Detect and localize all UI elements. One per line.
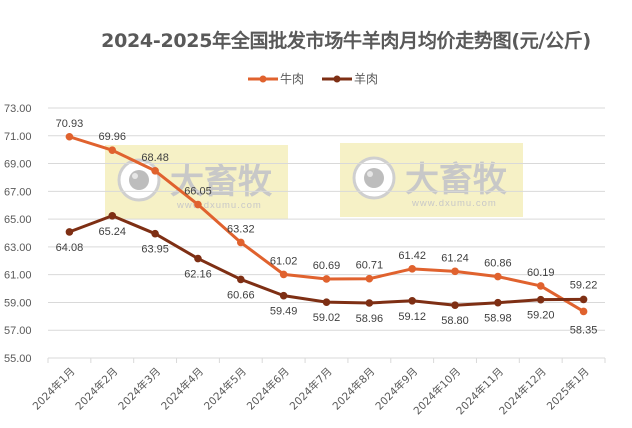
data-point[interactable]: [194, 200, 202, 209]
beef-data-label: 70.93: [56, 118, 84, 130]
mutton-data-label: 58.96: [356, 313, 384, 325]
data-point[interactable]: [536, 282, 545, 290]
chart-title: 2024-2025年全国批发市场牛羊肉月均价走势图(元/公斤): [101, 30, 591, 52]
data-point[interactable]: [194, 254, 202, 263]
y-tick-label: 71.00: [4, 131, 32, 143]
data-point[interactable]: [279, 270, 288, 279]
beef-data-label: 58.35: [570, 324, 598, 336]
x-tick-label: 2024年2月: [73, 365, 121, 413]
data-labels: 70.93 69.96 68.48 66.05 63.32 61.02 60.69 60.71…: [56, 118, 598, 337]
mutton-data-label: 59.12: [398, 311, 426, 323]
legend-label-mutton: 羊肉: [354, 72, 379, 86]
beef-line-marker-icon: [248, 75, 278, 82]
x-tick-label: 2024年5月: [201, 365, 249, 413]
x-tick-label: 2024年4月: [158, 365, 206, 413]
beef-data-label: 69.96: [99, 131, 127, 143]
data-point[interactable]: [408, 265, 416, 273]
series-lines: [65, 132, 588, 316]
data-point[interactable]: [279, 291, 288, 300]
legend-item-beef[interactable]: 牛肉: [248, 70, 304, 87]
y-tick-label: 67.00: [4, 186, 32, 198]
mutton-data-label: 59.22: [570, 279, 598, 291]
mutton-data-label: 60.66: [227, 289, 255, 301]
data-point[interactable]: [408, 296, 416, 305]
y-tick-label: 59.00: [4, 297, 32, 309]
y-tick-label: 55.00: [4, 353, 32, 365]
y-tick-label: 69.00: [4, 159, 32, 171]
y-axis: 55.00 57.00 59.00 61.00 63.00 65.00 67.00 69.00…: [4, 103, 32, 365]
data-point[interactable]: [365, 299, 374, 307]
y-tick-label: 61.00: [4, 270, 32, 282]
x-tick-label: 2024年8月: [330, 365, 378, 413]
mutton-data-label: 58.80: [441, 315, 469, 327]
mutton-line-marker-icon: [322, 75, 353, 82]
data-point[interactable]: [494, 272, 502, 281]
beef-data-label: 60.69: [313, 260, 341, 272]
mutton-data-label: 63.95: [141, 244, 169, 256]
data-point[interactable]: [579, 295, 588, 304]
beef-data-label: 68.48: [141, 152, 169, 164]
x-tick-label: 2025年1月: [544, 365, 592, 413]
data-point[interactable]: [322, 298, 331, 306]
data-point[interactable]: [108, 146, 117, 155]
data-point[interactable]: [451, 301, 459, 310]
svg-text:www.dxumu.com: www.dxumu.com: [176, 200, 262, 211]
data-point[interactable]: [237, 238, 245, 247]
y-tick-label: 57.00: [4, 325, 32, 337]
mutton-data-label: 62.16: [184, 269, 212, 281]
data-point[interactable]: [322, 275, 331, 283]
mutton-data-label: 65.24: [99, 226, 127, 238]
beef-data-label: 63.32: [227, 223, 255, 235]
beef-data-label: 60.19: [527, 267, 555, 279]
legend-item-mutton[interactable]: 羊肉: [322, 70, 378, 87]
data-point[interactable]: [365, 274, 374, 283]
data-point[interactable]: [237, 275, 245, 284]
svg-text:www.dxumu.com: www.dxumu.com: [411, 198, 497, 209]
y-tick-label: 73.00: [4, 103, 32, 115]
mutton-data-label: 59.49: [270, 306, 298, 318]
x-tick-label: 2024年9月: [373, 365, 421, 413]
beef-data-label: 60.71: [356, 260, 384, 272]
x-tick-label: 2024年6月: [244, 365, 292, 413]
legend-label-beef: 牛肉: [280, 72, 305, 86]
x-tick-label: 2024年3月: [116, 365, 164, 413]
data-point[interactable]: [451, 267, 459, 276]
data-point[interactable]: [65, 132, 74, 141]
beef-data-label: 61.24: [441, 252, 469, 264]
x-tick-label: 2024年7月: [287, 365, 335, 413]
mutton-data-label: 58.98: [484, 313, 512, 325]
y-tick-label: 65.00: [4, 214, 32, 226]
x-axis: 2024年1月2024年2月2024年3月2024年4月2024年5月2024年…: [30, 358, 606, 417]
mutton-data-label: 59.20: [527, 310, 555, 322]
beef-data-label: 61.42: [398, 250, 426, 262]
mutton-data-label: 59.02: [313, 312, 341, 324]
legend: 牛肉 羊肉: [248, 70, 378, 87]
data-point[interactable]: [151, 229, 159, 238]
data-point[interactable]: [579, 307, 588, 316]
gridlines: [48, 107, 605, 359]
data-point[interactable]: [108, 211, 117, 220]
beef-data-label: 61.02: [270, 255, 298, 267]
beef-data-label: 66.05: [184, 186, 212, 198]
data-point[interactable]: [65, 228, 74, 236]
x-tick-label: 2024年1月: [30, 365, 78, 413]
y-tick-label: 63.00: [4, 242, 32, 254]
data-point[interactable]: [536, 295, 545, 304]
mutton-data-label: 64.08: [56, 242, 84, 254]
data-point[interactable]: [151, 166, 159, 175]
svg-text:大畜牧: 大畜牧: [405, 160, 508, 200]
data-point[interactable]: [494, 298, 502, 307]
beef-data-label: 60.86: [484, 258, 512, 270]
